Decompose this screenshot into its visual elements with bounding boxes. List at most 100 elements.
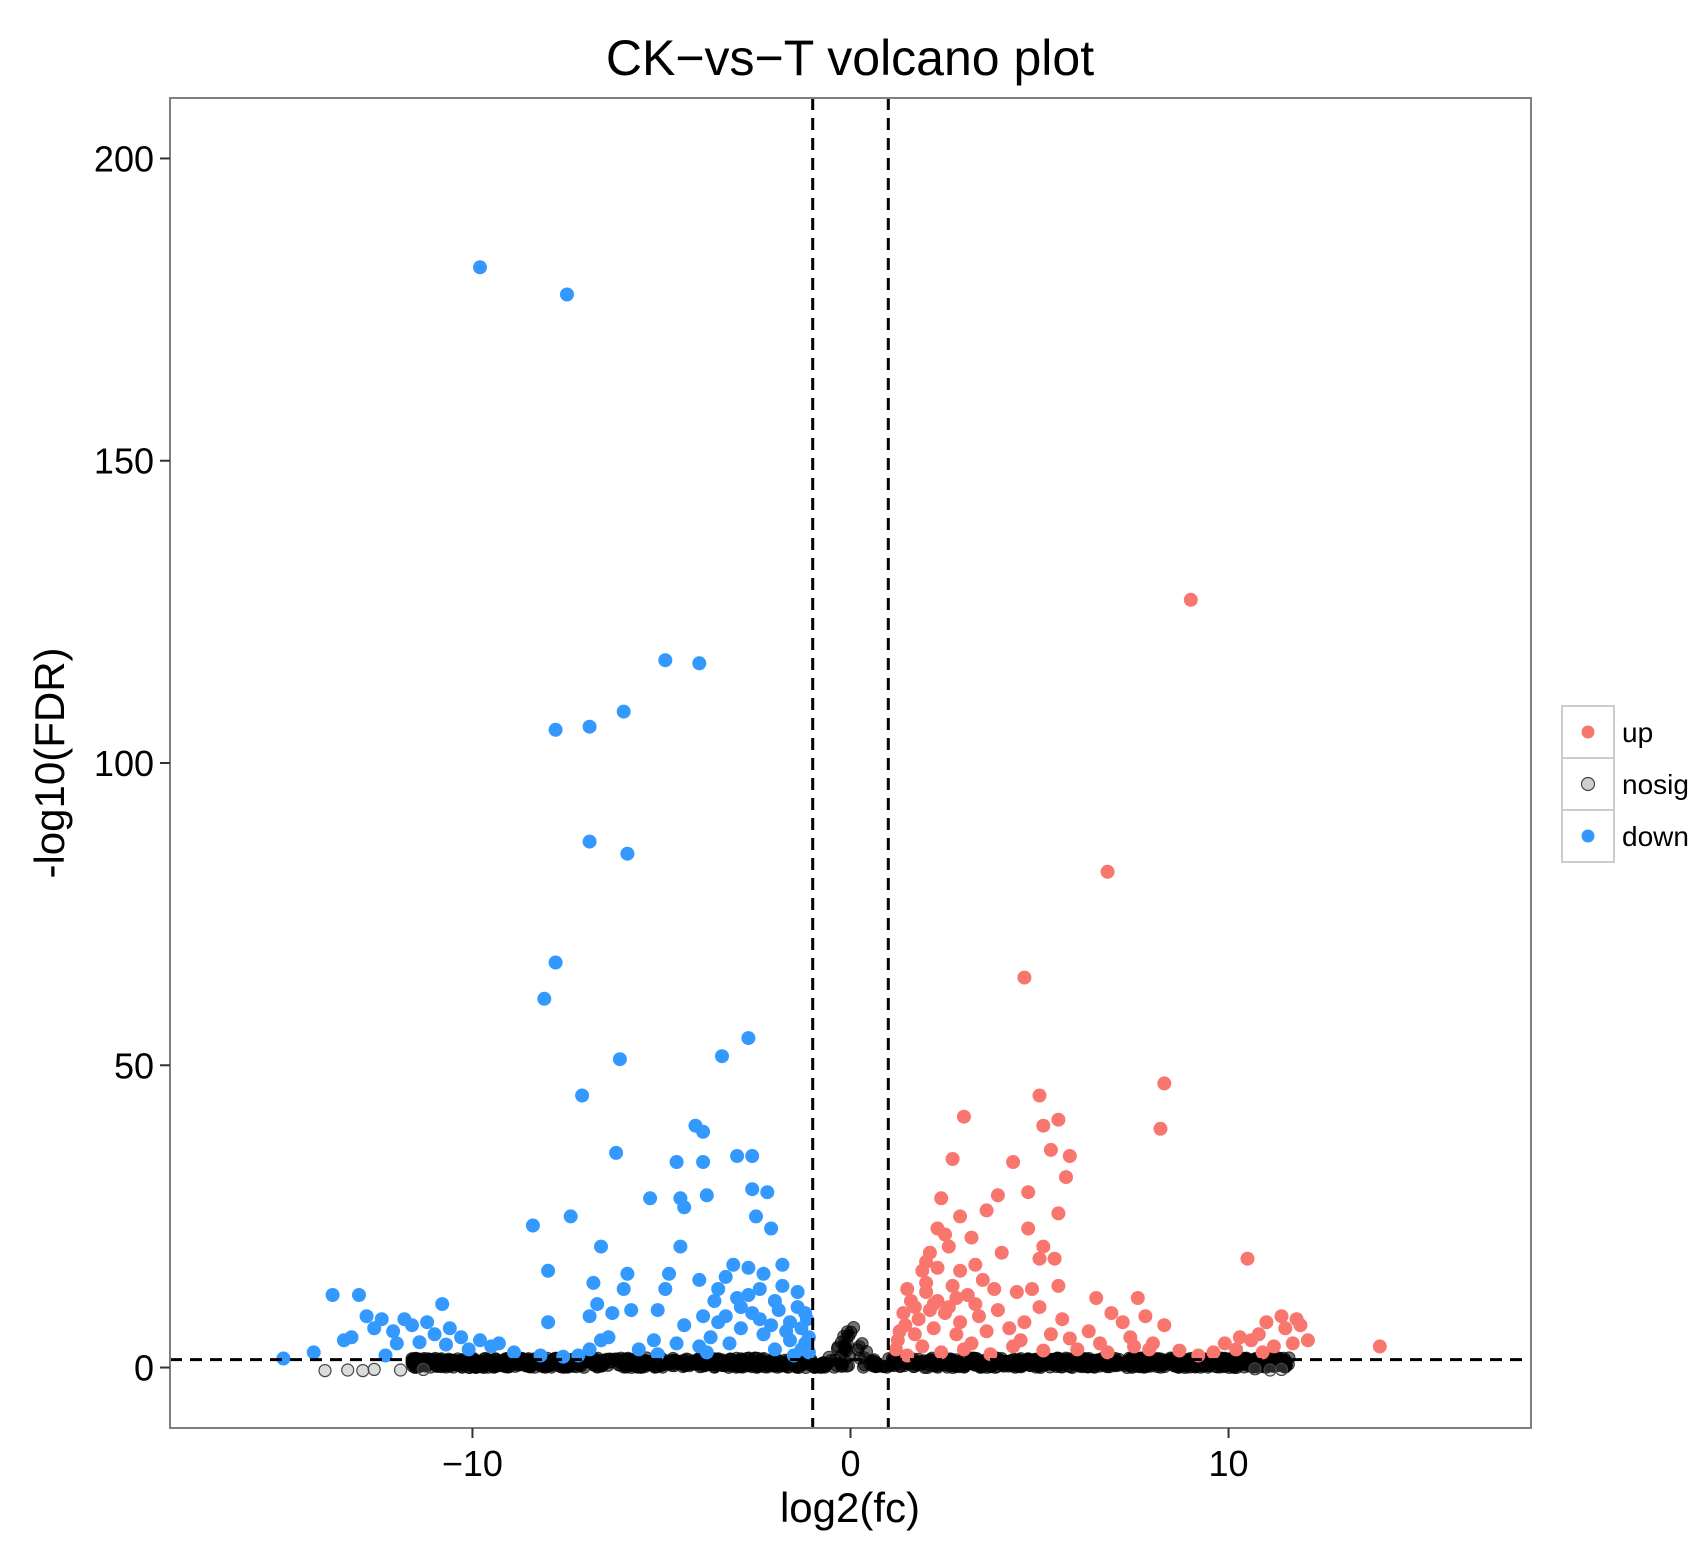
down-point [605, 1306, 620, 1321]
nosig-point [918, 1361, 932, 1374]
down-point [616, 704, 631, 719]
down-point [783, 1333, 797, 1348]
up-point [1017, 1315, 1032, 1330]
up-point [1130, 1291, 1145, 1305]
down-point [439, 1337, 453, 1352]
down-point [386, 1324, 401, 1339]
x-axis-title: log2(fc) [780, 1484, 920, 1531]
nosig-point [844, 1325, 858, 1339]
up-point [1259, 1315, 1274, 1330]
up-point [972, 1309, 986, 1324]
up-point [1093, 1336, 1107, 1351]
down-point [741, 1288, 756, 1302]
up-point [1051, 1112, 1066, 1127]
up-point [949, 1327, 964, 1342]
up-point [1232, 1330, 1247, 1345]
down-point [733, 1300, 748, 1315]
down-point [800, 1312, 814, 1327]
nosig-point [318, 1363, 332, 1378]
plot-panel-border [169, 97, 1532, 1429]
down-point [537, 991, 552, 1006]
down-point [767, 1342, 782, 1357]
legend-swatch-up [1581, 725, 1595, 739]
nosig-point [830, 1342, 844, 1356]
up-point [911, 1312, 926, 1327]
up-point [1104, 1306, 1119, 1321]
down-point [764, 1221, 779, 1236]
down-point [276, 1351, 291, 1366]
down-point [582, 834, 597, 849]
up-point [1127, 1339, 1141, 1354]
down-point [548, 955, 563, 970]
down-point [699, 1188, 714, 1203]
down-point [582, 1309, 597, 1324]
up-point [926, 1297, 941, 1312]
up-point [1142, 1342, 1157, 1357]
up-point [1293, 1318, 1308, 1333]
down-point [609, 1145, 624, 1160]
y-axis-title: -log10(FDR) [26, 647, 73, 878]
up-point [994, 1245, 1009, 1260]
down-point [669, 1155, 684, 1169]
up-point [1043, 1327, 1058, 1342]
down-point [473, 260, 487, 275]
threshold-lines [170, 98, 1531, 1428]
down-point [669, 1336, 684, 1351]
nosig-point [1009, 1355, 1023, 1368]
down-point [616, 1282, 631, 1296]
up-point [1006, 1155, 1021, 1169]
legend: up nosig down [1561, 705, 1689, 863]
up-point [934, 1345, 949, 1360]
down-point [389, 1336, 404, 1351]
up-point [1059, 1170, 1073, 1185]
down-point [405, 1318, 419, 1333]
down-point [556, 1349, 571, 1364]
nosig-point [1222, 1361, 1236, 1374]
down-point [612, 1052, 627, 1067]
up-point [915, 1339, 930, 1354]
up-point [934, 1191, 949, 1206]
down-point [484, 1339, 499, 1354]
nosig-point [1274, 1362, 1289, 1377]
down-point [367, 1321, 382, 1336]
down-point [560, 287, 574, 302]
nosig-point [626, 1355, 639, 1369]
up-point [1032, 1088, 1047, 1103]
x-tick-label: −10 [442, 1443, 503, 1484]
nosig-point [868, 1355, 882, 1369]
down-point [790, 1285, 805, 1299]
up-point [938, 1227, 952, 1242]
down-point [624, 1303, 639, 1318]
y-tick-label: 200 [94, 138, 154, 179]
down-point [620, 1266, 635, 1281]
up-point [983, 1347, 998, 1362]
down-point [454, 1330, 469, 1345]
up-point [1051, 1206, 1066, 1221]
up-point [990, 1188, 1005, 1203]
down-point [582, 1342, 597, 1357]
nosig-point [416, 1362, 430, 1377]
down-point [541, 1263, 556, 1278]
nosig-point [678, 1359, 692, 1373]
up-point [1036, 1239, 1051, 1254]
up-point [1021, 1221, 1036, 1236]
down-point [435, 1297, 450, 1312]
up-point [1013, 1333, 1028, 1348]
down-point [726, 1257, 741, 1272]
nosig-point [439, 1360, 453, 1374]
down-point [745, 1306, 760, 1321]
y-tick-label: 0 [134, 1348, 154, 1389]
down-point [741, 1260, 756, 1275]
down-point [741, 1031, 756, 1046]
down-point [594, 1239, 608, 1254]
down-point [620, 846, 635, 861]
up-point [1183, 592, 1198, 607]
down-point [745, 1149, 760, 1163]
nosig-point [1263, 1363, 1277, 1377]
up-point [964, 1336, 979, 1351]
down-point [677, 1318, 692, 1333]
up-point [1153, 1121, 1168, 1136]
down-point [575, 1088, 590, 1103]
up-point [907, 1300, 922, 1315]
